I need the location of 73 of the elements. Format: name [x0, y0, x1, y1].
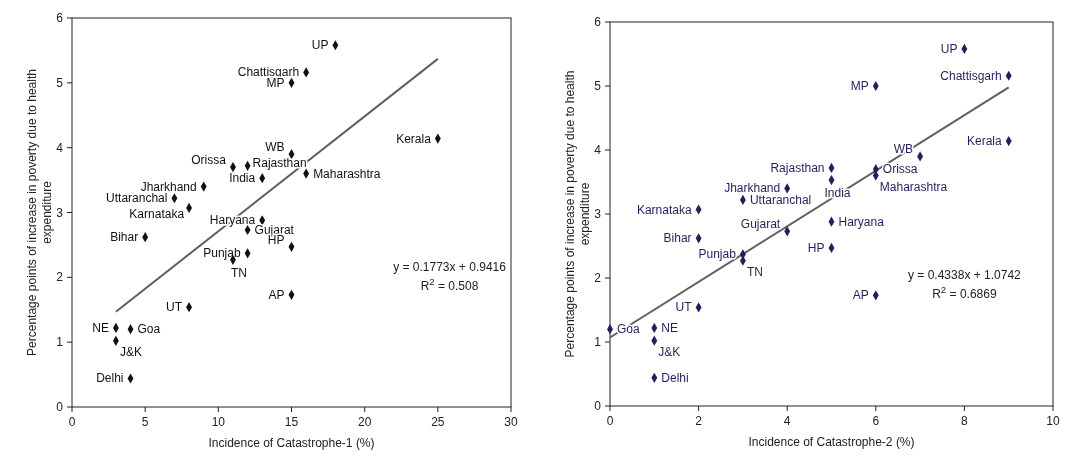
x-tick-label: 15	[284, 415, 299, 429]
annotation: R$^{2}$ = 0.508	[420, 275, 479, 293]
series-label: NE	[661, 320, 678, 335]
series-label: Maharashtra	[879, 179, 948, 194]
series-label: TN	[746, 264, 763, 279]
y-tick-label: 1	[594, 335, 602, 349]
y-tick-label: 5	[594, 79, 602, 93]
y-tick-label: 6	[594, 15, 602, 29]
y-tick-label: 0	[56, 400, 64, 414]
series-label: Punjab	[203, 246, 241, 261]
x-tick-label: 5	[141, 415, 149, 429]
series-label: AP	[852, 288, 869, 303]
y-tick-label: 3	[56, 205, 64, 220]
series-label: WB	[265, 140, 285, 155]
x-tick-label: 4	[783, 414, 791, 428]
series-label: UT	[166, 300, 183, 315]
y-tick-label: 2	[56, 270, 64, 285]
series-label: Rajasthan	[252, 155, 307, 170]
series-label: HP	[807, 240, 825, 255]
x-axis-title: Incidence of Catastrophe-1 (%)	[208, 436, 375, 450]
y-tick-label: 1	[56, 335, 64, 350]
series-label: India	[229, 171, 256, 186]
series-label: Jharkhand	[140, 179, 197, 194]
series-label: AP	[268, 287, 285, 302]
series-label: Karnataka	[129, 206, 185, 221]
series-label: Chattisgarh	[940, 68, 1002, 83]
series-label: Karnataka	[636, 202, 692, 217]
series-label: Rajasthan	[770, 160, 825, 175]
x-tick-label: 10	[1046, 414, 1060, 428]
x-tick-label: 25	[431, 415, 445, 429]
x-tick-label: 2	[695, 414, 703, 428]
annotation: R$^{2}$ = 0.6869	[932, 283, 997, 302]
series-label: Delhi	[96, 371, 124, 386]
x-tick-label: 8	[961, 414, 969, 428]
series-label: Maharashtra	[313, 166, 381, 181]
series-label: TN	[230, 265, 247, 280]
series-label: Gujarat	[740, 217, 781, 232]
y-tick-label: 2	[594, 271, 602, 285]
series-label: Kerala	[967, 134, 1003, 149]
x-tick-label: 10	[211, 415, 226, 429]
x-tick-label: 0	[606, 414, 614, 428]
y-tick-label: 3	[594, 207, 602, 221]
series-label: Bihar	[663, 231, 692, 246]
x-tick-label: 20	[357, 415, 372, 429]
x-tick-label: 30	[504, 415, 518, 429]
annotation: y = 0.1773x + 0.9416	[393, 259, 507, 274]
x-tick-label: 0	[68, 415, 76, 429]
series-label: UT	[675, 300, 693, 315]
series-label: Goa	[137, 322, 161, 337]
series-label: Orissa	[191, 153, 227, 168]
series-label: UP	[311, 38, 329, 53]
annotation: y = 0.4338x + 1.0742	[908, 268, 1022, 283]
series-label: Uttaranchal	[106, 191, 168, 206]
series-label: Kerala	[396, 131, 432, 146]
y-tick-label: 6	[56, 11, 64, 25]
y-tick-label: 5	[56, 75, 64, 90]
y-axis-title: Percentage points of increase in poverty due to health expenditure	[25, 69, 54, 356]
series-label: Punjab	[698, 247, 737, 262]
y-tick-label: 0	[594, 399, 602, 413]
series-label: MP	[850, 79, 869, 93]
series-label: Orissa	[882, 162, 918, 177]
series-label: NE	[92, 320, 109, 335]
series-label: UP	[940, 41, 958, 56]
x-tick-label: 6	[872, 414, 880, 428]
series-label: J&K	[658, 344, 681, 359]
x-axis-title: Incidence of Catastrophe-2 (%)	[748, 435, 915, 449]
y-axis-title: Percentage points of increase in poverty due to health expenditure	[563, 70, 592, 358]
y-tick-label: 4	[56, 140, 64, 155]
series-label: Bihar	[110, 230, 139, 245]
series-label: Delhi	[661, 370, 689, 385]
y-tick-label: 4	[594, 143, 602, 157]
series-label: Haryana	[838, 214, 885, 229]
series-label: J&K	[119, 344, 142, 359]
